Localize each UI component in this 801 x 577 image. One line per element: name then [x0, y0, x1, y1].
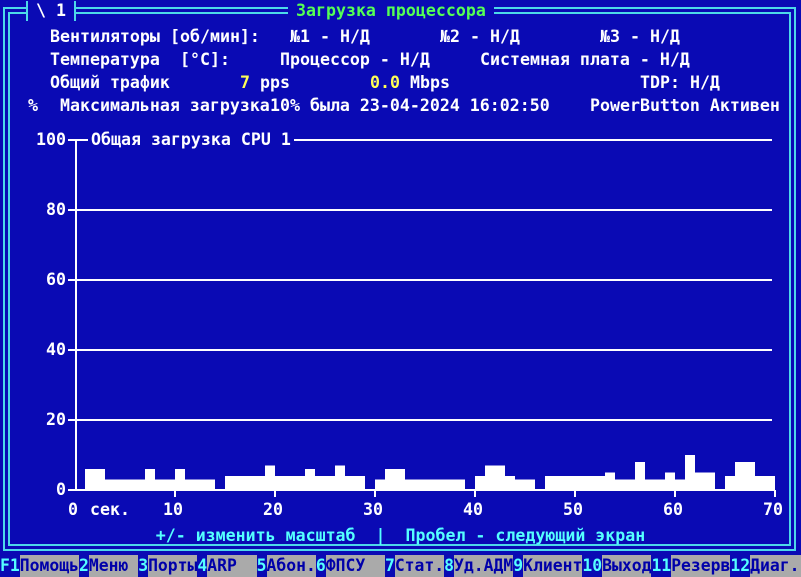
fkey-number: 3 — [138, 555, 149, 577]
fans-unit: [об/мин]: — [170, 27, 260, 46]
function-key-bar: F1 Помощь 2 Меню 3 Порты 4 ARP 5 Абон. 6 ФПСУ 7 Ст… — [0, 555, 801, 577]
traffic-label: Общий трафик — [50, 73, 170, 92]
traffic-pps-value: 7 — [240, 73, 250, 92]
cpu-load-series-area — [75, 455, 775, 491]
temp-cpu-value: Процессор - Н/Д — [280, 50, 430, 69]
x-axis-label: 20 — [263, 500, 283, 519]
fkey-4[interactable]: 4 ARP — [197, 555, 256, 577]
fkey-6[interactable]: 6 ФПСУ — [315, 555, 385, 577]
window-number-tag: \ 1 — [26, 1, 76, 21]
fkey-label: ФПСУ — [325, 556, 385, 575]
x-axis-unit: сек. — [90, 500, 130, 519]
tdp-value: TDP: Н/Д — [640, 73, 720, 92]
y-axis-label: 80 — [46, 200, 66, 219]
fkey-label: Выход — [602, 556, 652, 575]
fkey-9[interactable]: 9 Клиент — [513, 555, 582, 577]
fkey-10[interactable]: 10 Выход — [582, 555, 651, 577]
y-axis-unit: % — [28, 96, 38, 115]
fkey-number: 10 — [582, 555, 603, 577]
fkey-7[interactable]: 7 Стат. — [384, 555, 445, 577]
fkey-label: Резерв — [671, 556, 731, 575]
x-axis-label: 70 — [763, 500, 783, 519]
temp-board-value: Системная плата - Н/Д — [480, 50, 690, 69]
window-title: Загрузка процессора — [288, 0, 494, 22]
fan2-value: №2 - Н/Д — [440, 27, 520, 46]
fkey-number: F1 — [0, 555, 20, 577]
y-axis-label: 20 — [46, 410, 66, 429]
fkey-3[interactable]: 3 Порты — [138, 555, 197, 577]
x-axis-label: 60 — [663, 500, 683, 519]
max-load-value: 10% была 23-04-2024 16:02:50 — [270, 96, 550, 115]
fkey-12[interactable]: 12 Диаг. — [730, 555, 800, 577]
y-axis-label: 40 — [46, 340, 66, 359]
fkey-label: Стат. — [394, 556, 445, 575]
x-axis-label: 30 — [363, 500, 383, 519]
fkey-label: Порты — [148, 556, 198, 575]
fkey-5[interactable]: 5 Абон. — [256, 555, 316, 577]
temp-label: Температура — [50, 50, 160, 69]
fkey-label: Меню — [88, 556, 139, 575]
fkey-number: 12 — [730, 555, 751, 577]
fkey-2[interactable]: 2 Меню — [78, 555, 139, 577]
fkey-number: 6 — [315, 555, 326, 577]
x-axis-label: 50 — [563, 500, 583, 519]
power-button-status: PowerButton Активен — [590, 96, 780, 115]
fkey-label: Уд.АДМ — [454, 556, 514, 575]
fkey-11[interactable]: 11 Резерв — [651, 555, 730, 577]
x-axis-label: 40 — [463, 500, 483, 519]
fkey-number: 4 — [197, 555, 208, 577]
traffic-mbps-unit: Mbps — [410, 73, 450, 92]
fkey-label: ARP — [207, 556, 257, 575]
fkey-number: 11 — [651, 555, 672, 577]
keyboard-hint: +/- изменить масштаб | Пробел - следующи… — [155, 526, 646, 545]
fkey-number: 5 — [256, 555, 267, 577]
fans-label: Вентиляторы — [50, 27, 160, 46]
fkey-label: Диаг. — [750, 556, 800, 575]
temp-unit: [°C]: — [180, 50, 230, 69]
y-axis-label: 100 — [36, 130, 66, 149]
fkey-8[interactable]: 8 Уд.АДМ — [444, 555, 513, 577]
fkey-label: Абон. — [266, 556, 316, 575]
fan3-value: №3 - Н/Д — [600, 27, 680, 46]
y-axis-label: 60 — [46, 270, 66, 289]
fkey-number: 8 — [444, 555, 455, 577]
fan1-value: №1 - Н/Д — [290, 27, 370, 46]
traffic-mbps-value: 0.0 — [370, 73, 400, 92]
traffic-pps-unit: pps — [260, 73, 290, 92]
fkey-label: Клиент — [523, 556, 583, 575]
y-axis-label: 0 — [56, 480, 66, 499]
fkey-label: Помощь — [19, 556, 79, 575]
fkey-f1[interactable]: F1 Помощь — [0, 555, 79, 577]
x-axis-label: 0 — [68, 500, 78, 519]
max-load-label: Максимальная загрузка — [60, 96, 270, 115]
x-axis-label: 10 — [163, 500, 183, 519]
fkey-number: 2 — [78, 555, 89, 577]
fkey-number: 7 — [384, 555, 395, 577]
fkey-number: 9 — [513, 555, 524, 577]
chart-title: Общая загрузка CPU 1 — [88, 129, 294, 151]
